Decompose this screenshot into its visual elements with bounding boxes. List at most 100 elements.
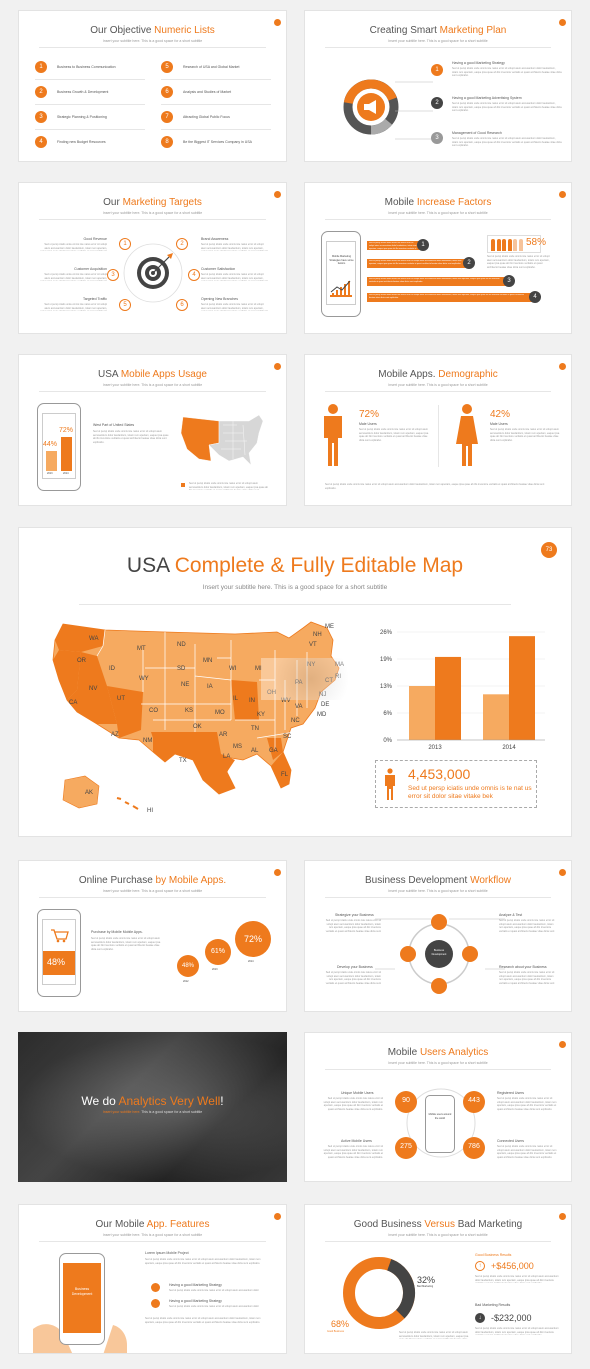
phone-outline [37,909,81,997]
target-text: Sed ut persp iciatis unde omnis iste nat… [40,303,107,311]
person-icon [518,239,523,251]
growth-chart-icon [330,280,352,297]
bar [409,686,435,740]
center-text: Sed ut persp iciatis unde omnis iste nat… [399,1331,469,1339]
x-tick-label: 2013 [428,745,442,751]
state-label-mt: MT [137,646,146,652]
bad-percent: 32% [417,1275,436,1285]
state-label-sc: SC [283,734,292,740]
year-2013: 2013 [212,968,218,971]
target-text: Sed ut persp iciatis unde omnis iste nat… [40,243,107,251]
factor-badge: 3 [503,275,515,287]
male-text: Sed ut persp iciatis unde omnis iste nat… [359,428,429,442]
factor-text: Sed ut persp iciatis unde omnis iste nat… [369,260,462,265]
bar-2013 [46,451,57,471]
step-1-text: Sed ut persp iciatis unde omnis iste nat… [452,67,562,77]
screen-text: Business Development [71,1287,93,1296]
phone-outline [425,1095,455,1153]
stat-786: 786 [463,1137,485,1159]
state-label-wv: WV [281,698,291,704]
female-icon [456,404,478,466]
slide-users-analytics: Mobile Users Analytics Insert your subti… [304,1032,572,1182]
bar-2013-label: 44% [43,441,58,448]
section-text: Sed ut persp iciatis unde omnis iste nat… [93,430,169,444]
workflow-diagram [400,914,478,994]
state-label-va: VA [295,704,303,710]
slide-subtitle: Insert your subtitle here. This is a goo… [102,383,203,387]
phone-screen [42,413,76,479]
list-number-badge: 6 [161,86,173,98]
factor-bar [367,259,467,268]
list-item-label: Business to Business Communication [57,65,116,69]
list-number-badge: 4 [35,136,47,148]
factor-badge: 1 [417,239,429,251]
slide-marketing-plan: Creating Smart Marketing Plan Insert you… [304,10,572,162]
people-infographic [487,235,541,253]
state-label-nv: NV [89,686,98,692]
bad-results-value: -$232,000 [491,1313,532,1323]
usa-map [52,621,340,810]
y-tick-label: 26% [380,630,393,636]
state-label-il: IL [233,696,239,702]
target-label: Customer Satisfaction [201,267,236,271]
state-label-ut: UT [117,696,125,702]
hand-illustration [33,1324,127,1353]
state-label-wi: WI [229,666,237,672]
slide-number-badge [559,1213,566,1220]
slide-business-workflow: Business Development Workflow Insert you… [304,860,572,1012]
person-icon [502,239,506,251]
target-text: Sed ut persp iciatis unde omnis iste nat… [201,303,268,311]
state-label-or: OR [77,658,86,664]
state-label-ks: KS [185,708,194,714]
bubble-2014: 72% [235,921,271,957]
slide-subtitle: Insert your subtitle here. This is a goo… [102,889,203,893]
state-label-ri: RI [335,674,341,680]
slide-number-badge [559,19,566,26]
state-label-nd: ND [177,642,186,648]
factor-bar [367,241,421,250]
text-develop: Sed ut persp iciatis unde omnis iste nat… [325,971,381,985]
slide-title: Business Development Workflow [365,875,511,886]
feature-1-label: Having a good Marketing Strategy [169,1283,222,1287]
feature-2-icon [151,1299,160,1308]
slide-number-badge [274,363,281,370]
slide-title: Mobile Users Analytics [387,1047,489,1058]
slide-analytics-photo: We do Analytics Very Well! Insert your s… [18,1032,287,1182]
good-results-value: +$456,000 [491,1261,534,1271]
slide-subtitle: Insert your subtitle here. This is a goo… [388,1061,488,1065]
list-number-badge: 8 [161,136,173,148]
list-item-label: Be the Biggest IT Services Company in US… [183,140,252,144]
state-label-hi: HI [147,808,153,814]
text-unique: Sed ut persp iciatis unde omnis iste nat… [323,1097,383,1111]
state-label-ak: AK [85,790,94,796]
state-label-tn: TN [251,726,259,732]
female-label: Male Users [490,422,508,426]
target-label: Targeted Traffic [82,297,107,301]
phone-text: Mobile Marketing Strategies have some fa… [329,255,354,265]
step-1-badge: 1 [431,64,443,76]
slide-app-features: Our Mobile App. Features Insert your sub… [18,1204,287,1354]
slide-number-badge [559,363,566,370]
bar [483,694,509,740]
slide-subtitle: Insert your subtitle here. This is a goo… [388,211,488,215]
person-icon [507,239,512,251]
year-2013: 2013 [47,472,53,475]
slide-number-badge [559,191,566,198]
screen-percent: 48% [47,957,66,967]
bar-2014-label: 72% [59,427,74,434]
section-text: Sed ut persp iciatis unde omnis iste nat… [145,1258,261,1265]
list-item-label: Analysis and Studies of Market [183,90,232,94]
year-2014: 2014 [248,960,254,963]
state-label-az: AZ [111,732,119,738]
person-icon [385,768,395,800]
bar-chart: 0% 6% 13% 19% 26% 2013 2014 [380,630,545,751]
feature-2-text: Sed ut persp iciatis unde omnis iste nat… [169,1305,260,1309]
state-label-de: DE [321,702,330,708]
state-label-in: IN [249,698,255,704]
slide-subtitle: Insert your subtitle here. This is a goo… [102,39,203,43]
stat-90: 90 [395,1091,417,1113]
footer-text: Sed ut persp iciatis unde omnis iste nat… [145,1317,261,1324]
target-text: Sed ut persp iciatis unde omnis iste nat… [40,273,107,281]
y-tick-label: 6% [383,711,392,717]
stat-value: 4,453,000 [408,766,471,782]
